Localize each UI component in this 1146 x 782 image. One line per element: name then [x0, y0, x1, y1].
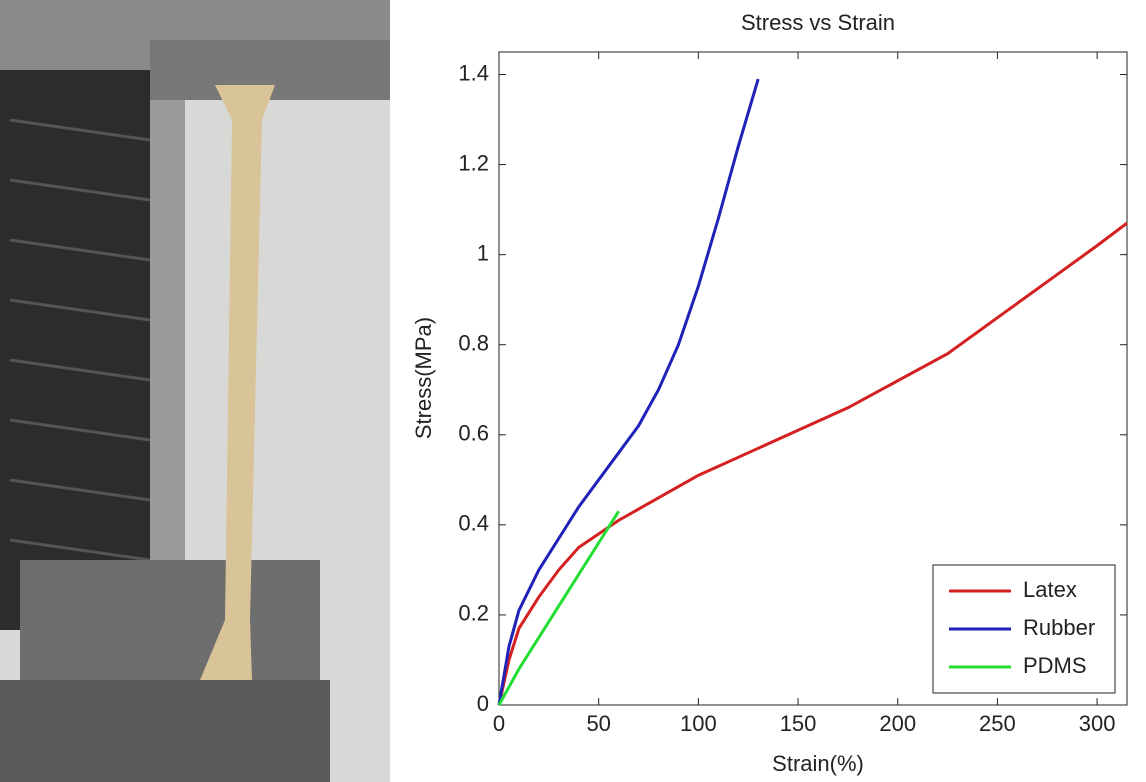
y-tick-label: 0.6: [458, 421, 489, 446]
y-tick-label: 0.8: [458, 331, 489, 356]
y-tick-label: 1.4: [458, 60, 489, 85]
y-tick-label: 0: [477, 691, 489, 716]
x-tick-label: 100: [680, 711, 717, 736]
legend-label: Latex: [1023, 577, 1077, 602]
x-tick-label: 50: [586, 711, 610, 736]
series-line: [497, 221, 1128, 706]
x-tick-label: 0: [493, 711, 505, 736]
x-tick-label: 200: [879, 711, 916, 736]
x-tick-label: 150: [780, 711, 817, 736]
y-tick-label: 0.2: [458, 601, 489, 626]
series-line: [497, 78, 760, 706]
legend-label: PDMS: [1023, 653, 1087, 678]
plot-frame: [498, 51, 1128, 706]
x-tick-label: 300: [1079, 711, 1116, 736]
x-axis-label: Strain(%): [772, 751, 864, 776]
chart-title: Stress vs Strain: [741, 10, 895, 35]
legend-label: Rubber: [1023, 615, 1095, 640]
x-tick-label: 250: [979, 711, 1016, 736]
y-tick-label: 1.2: [458, 150, 489, 175]
y-tick-label: 1: [477, 240, 489, 265]
y-tick-label: 0.4: [458, 511, 489, 536]
photo: [0, 0, 390, 782]
series-line: [497, 510, 620, 706]
y-axis-label: Stress(MPa): [411, 317, 436, 439]
